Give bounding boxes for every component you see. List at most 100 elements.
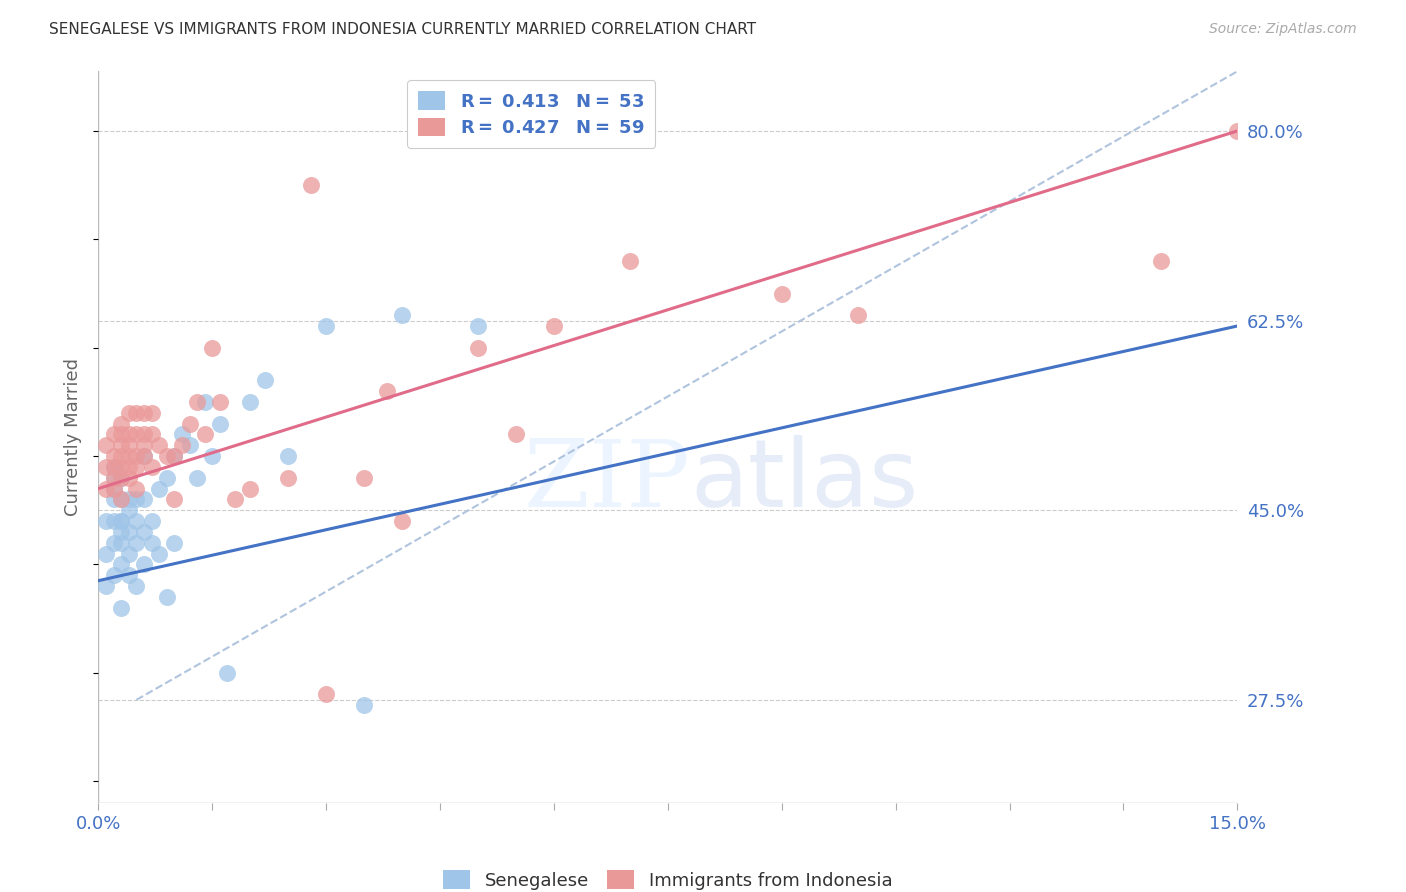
Text: SENEGALESE VS IMMIGRANTS FROM INDONESIA CURRENTLY MARRIED CORRELATION CHART: SENEGALESE VS IMMIGRANTS FROM INDONESIA … bbox=[49, 22, 756, 37]
Point bbox=[132, 438, 155, 452]
Point bbox=[156, 449, 179, 463]
Point bbox=[619, 254, 641, 268]
Point bbox=[125, 492, 148, 507]
Point bbox=[125, 482, 148, 496]
Point bbox=[163, 449, 186, 463]
Point bbox=[1226, 124, 1249, 138]
Point bbox=[118, 547, 141, 561]
Point bbox=[103, 471, 125, 485]
Point bbox=[125, 514, 148, 528]
Point bbox=[770, 286, 793, 301]
Point bbox=[148, 482, 170, 496]
Point bbox=[132, 449, 155, 463]
Point bbox=[103, 568, 125, 582]
Point bbox=[505, 427, 527, 442]
Point bbox=[103, 514, 125, 528]
Point bbox=[103, 427, 125, 442]
Point bbox=[208, 395, 231, 409]
Point bbox=[186, 395, 208, 409]
Point bbox=[118, 427, 141, 442]
Point bbox=[148, 438, 170, 452]
Point bbox=[118, 524, 141, 539]
Point bbox=[94, 459, 117, 474]
Point bbox=[194, 395, 217, 409]
Point bbox=[132, 524, 155, 539]
Point bbox=[118, 503, 141, 517]
Point bbox=[103, 482, 125, 496]
Point bbox=[103, 492, 125, 507]
Point bbox=[110, 535, 132, 549]
Point bbox=[125, 459, 148, 474]
Point bbox=[141, 514, 163, 528]
Point bbox=[239, 395, 262, 409]
Point bbox=[110, 471, 132, 485]
Point bbox=[110, 459, 132, 474]
Point bbox=[110, 514, 132, 528]
Point bbox=[103, 535, 125, 549]
Point bbox=[277, 471, 299, 485]
Point bbox=[132, 558, 155, 572]
Point bbox=[217, 665, 239, 680]
Point bbox=[118, 459, 141, 474]
Point bbox=[163, 535, 186, 549]
Point bbox=[186, 471, 208, 485]
Point bbox=[170, 438, 193, 452]
Point bbox=[299, 178, 322, 193]
Point bbox=[391, 514, 413, 528]
Point bbox=[110, 514, 132, 528]
Point bbox=[467, 318, 489, 333]
Point bbox=[148, 547, 170, 561]
Point bbox=[141, 427, 163, 442]
Text: Source: ZipAtlas.com: Source: ZipAtlas.com bbox=[1209, 22, 1357, 37]
Point bbox=[125, 579, 148, 593]
Point bbox=[110, 471, 132, 485]
Point bbox=[208, 417, 231, 431]
Point bbox=[201, 341, 224, 355]
Point bbox=[467, 341, 489, 355]
Point bbox=[163, 449, 186, 463]
Point bbox=[375, 384, 398, 398]
Point bbox=[118, 471, 141, 485]
Point bbox=[103, 482, 125, 496]
Text: ZIP: ZIP bbox=[524, 436, 690, 526]
Point bbox=[125, 406, 148, 420]
Point bbox=[391, 308, 413, 322]
Point bbox=[94, 438, 117, 452]
Point bbox=[277, 449, 299, 463]
Point bbox=[353, 698, 375, 713]
Point bbox=[132, 406, 155, 420]
Point bbox=[179, 438, 201, 452]
Point bbox=[194, 427, 217, 442]
Point bbox=[118, 406, 141, 420]
Point bbox=[141, 535, 163, 549]
Legend: Senegalese, Immigrants from Indonesia: Senegalese, Immigrants from Indonesia bbox=[436, 863, 900, 892]
Point bbox=[141, 406, 163, 420]
Point bbox=[94, 482, 117, 496]
Y-axis label: Currently Married: Currently Married bbox=[65, 358, 83, 516]
Point bbox=[110, 417, 132, 431]
Point bbox=[94, 579, 117, 593]
Point bbox=[156, 590, 179, 604]
Point bbox=[353, 471, 375, 485]
Point bbox=[110, 492, 132, 507]
Point bbox=[94, 514, 117, 528]
Point bbox=[543, 318, 565, 333]
Point bbox=[103, 471, 125, 485]
Point bbox=[201, 449, 224, 463]
Point bbox=[846, 308, 869, 322]
Point bbox=[110, 449, 132, 463]
Point bbox=[110, 558, 132, 572]
Point bbox=[103, 449, 125, 463]
Point bbox=[132, 492, 155, 507]
Point bbox=[170, 427, 193, 442]
Point bbox=[239, 482, 262, 496]
Point bbox=[110, 600, 132, 615]
Point bbox=[132, 449, 155, 463]
Point bbox=[224, 492, 246, 507]
Point bbox=[125, 449, 148, 463]
Point bbox=[110, 524, 132, 539]
Point bbox=[118, 449, 141, 463]
Point bbox=[118, 568, 141, 582]
Text: atlas: atlas bbox=[690, 435, 920, 527]
Point bbox=[110, 492, 132, 507]
